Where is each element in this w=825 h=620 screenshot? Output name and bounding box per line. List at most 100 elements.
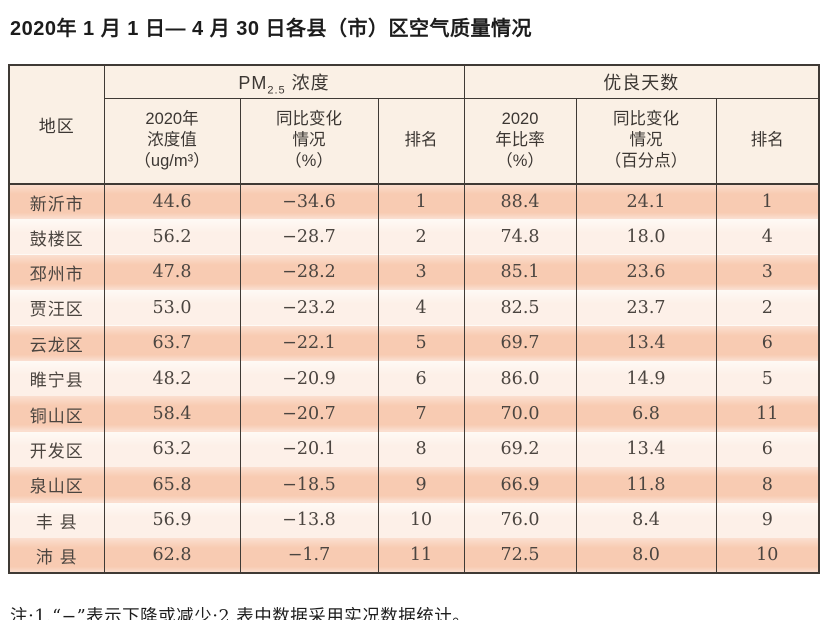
cell-good-change: 24.1	[575, 184, 717, 220]
column-header-good-rank: 排名	[715, 98, 820, 185]
header-group-row: 地区 PM2.5 浓度 优良天数	[8, 65, 820, 185]
pm25-suffix: 浓度	[285, 72, 330, 93]
column-header-good-change: 同比变化 情况 （百分点）	[575, 98, 717, 185]
cell-good-rank: 8	[715, 467, 820, 503]
cell-pm-value: 63.7	[103, 325, 241, 361]
cell-pm-value: 58.4	[103, 396, 241, 432]
cell-region: 铜山区	[8, 396, 105, 432]
cell-good-rank: 6	[715, 325, 820, 361]
table-header: 地区 PM2.5 浓度 优良天数 2020年 浓度值 （ug/m³） 同比变化 …	[8, 65, 820, 185]
table-row: 泉山区 65.8 −18.5 9 66.9 11.8 8	[8, 467, 820, 503]
table-row: 云龙区 63.7 −22.1 5 69.7 13.4 6	[8, 325, 820, 361]
cell-pm-change: −20.9	[239, 360, 379, 397]
cell-pm-change: −23.2	[239, 290, 379, 326]
cell-region: 贾汪区	[8, 290, 105, 326]
cell-region: 沛 县	[8, 537, 105, 574]
cell-pm-rank: 2	[377, 219, 465, 255]
table-row: 新沂市 44.6 −34.6 1 88.4 24.1 1	[8, 184, 820, 220]
cell-region: 睢宁县	[8, 360, 105, 397]
cell-pm-value: 56.9	[103, 502, 241, 538]
cell-good-rank: 3	[715, 254, 820, 291]
cell-pm-value: 53.0	[103, 290, 241, 326]
cell-pm-change: −20.1	[239, 431, 379, 468]
cell-good-rank: 9	[715, 502, 820, 538]
cell-good-rate: 66.9	[463, 467, 577, 503]
cell-good-rate: 76.0	[463, 502, 577, 538]
cell-pm-rank: 3	[377, 254, 465, 291]
cell-pm-value: 48.2	[103, 360, 241, 397]
page-title: 2020年 1 月 1 日— 4 月 30 日各县（市）区空气质量情况	[10, 18, 533, 40]
table-row: 睢宁县 48.2 −20.9 6 86.0 14.9 5	[8, 360, 820, 397]
cell-pm-change: −28.2	[239, 254, 379, 291]
header-sub-row: 2020年 浓度值 （ug/m³） 同比变化 情况 （%） 排名 2020 年比…	[9, 98, 820, 185]
cell-region: 开发区	[8, 431, 105, 468]
cell-good-rate: 88.4	[463, 184, 577, 220]
cell-good-change: 11.8	[575, 467, 717, 503]
cell-pm-rank: 6	[377, 360, 465, 397]
cell-pm-rank: 9	[377, 467, 465, 503]
cell-good-rank: 4	[715, 219, 820, 255]
cell-good-change: 23.7	[575, 290, 717, 326]
cell-region: 邳州市	[8, 254, 105, 291]
cell-good-change: 13.4	[575, 431, 717, 468]
cell-pm-rank: 4	[377, 290, 465, 326]
pm25-prefix: PM	[238, 72, 268, 93]
cell-pm-value: 65.8	[103, 467, 241, 503]
cell-pm-rank: 1	[377, 184, 465, 220]
column-header-pm-rank: 排名	[377, 98, 465, 185]
cell-pm-value: 56.2	[103, 219, 241, 255]
cell-pm-change: −1.7	[239, 537, 379, 574]
column-group-pm25: PM2.5 浓度	[103, 65, 465, 99]
table-row: 鼓楼区 56.2 −28.7 2 74.8 18.0 4	[8, 219, 820, 255]
cell-pm-value: 62.8	[103, 537, 241, 574]
cell-good-change: 23.6	[575, 254, 717, 291]
cell-good-change: 18.0	[575, 219, 717, 255]
cell-pm-rank: 5	[377, 325, 465, 361]
column-header-pm-value: 2020年 浓度值 （ug/m³）	[103, 98, 241, 185]
table-row: 铜山区 58.4 −20.7 7 70.0 6.8 11	[8, 396, 820, 432]
cell-good-change: 13.4	[575, 325, 717, 361]
table-body: 新沂市 44.6 −34.6 1 88.4 24.1 1 鼓楼区 56.2 −28.7 2 74.8 1…	[8, 184, 820, 574]
cell-good-rank: 10	[715, 537, 820, 574]
cell-pm-change: −13.8	[239, 502, 379, 538]
cell-good-change: 8.4	[575, 502, 717, 538]
cell-region: 云龙区	[8, 325, 105, 361]
cell-pm-value: 44.6	[103, 184, 241, 220]
cell-good-rate: 74.8	[463, 219, 577, 255]
table-row: 贾汪区 53.0 −23.2 4 82.5 23.7 2	[8, 290, 820, 326]
table-footnote: 注:1.“−”表示下降或减少;2.表中数据采用实况数据统计。	[10, 607, 471, 620]
cell-good-rate: 70.0	[463, 396, 577, 432]
cell-pm-change: −28.7	[239, 219, 379, 255]
cell-good-rank: 6	[715, 431, 820, 468]
table-row: 邳州市 47.8 −28.2 3 85.1 23.6 3	[8, 254, 820, 291]
cell-good-rate: 85.1	[463, 254, 577, 291]
pm25-subscript: 2.5	[267, 84, 286, 97]
cell-good-rank: 2	[715, 290, 820, 326]
column-group-good-days: 优良天数	[463, 65, 820, 99]
column-header-region: 地区	[8, 65, 105, 185]
cell-pm-rank: 10	[377, 502, 465, 538]
cell-good-rate: 72.5	[463, 537, 577, 574]
cell-good-rank: 5	[715, 360, 820, 397]
cell-good-rate: 69.2	[463, 431, 577, 468]
table-row: 沛 县 62.8 −1.7 11 72.5 8.0 10	[8, 537, 820, 574]
column-header-pm-change: 同比变化 情况 （%）	[239, 98, 379, 185]
cell-pm-change: −34.6	[239, 184, 379, 220]
cell-pm-change: −20.7	[239, 396, 379, 432]
cell-good-change: 14.9	[575, 360, 717, 397]
cell-region: 泉山区	[8, 467, 105, 503]
cell-pm-value: 47.8	[103, 254, 241, 291]
cell-region: 丰 县	[8, 502, 105, 538]
cell-pm-change: −18.5	[239, 467, 379, 503]
cell-region: 新沂市	[8, 184, 105, 220]
cell-pm-rank: 7	[377, 396, 465, 432]
table-row: 开发区 63.2 −20.1 8 69.2 13.4 6	[8, 431, 820, 468]
cell-good-rate: 82.5	[463, 290, 577, 326]
table-row: 丰 县 56.9 −13.8 10 76.0 8.4 9	[8, 502, 820, 538]
cell-good-change: 8.0	[575, 537, 717, 574]
cell-pm-rank: 8	[377, 431, 465, 468]
cell-good-rate: 86.0	[463, 360, 577, 397]
cell-pm-value: 63.2	[103, 431, 241, 468]
cell-good-rank: 1	[715, 184, 820, 220]
